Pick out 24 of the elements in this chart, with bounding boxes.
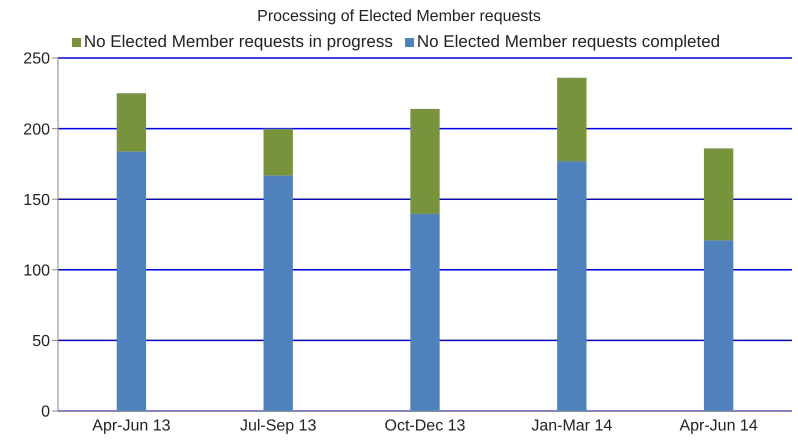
bar	[557, 78, 586, 162]
y-tick-label: 100	[23, 262, 50, 280]
x-tick-label: Jul-Sep 13	[240, 417, 317, 434]
x-tick-label: Jan-Mar 14	[531, 417, 612, 434]
x-tick-label: Apr-Jun 13	[92, 417, 171, 434]
y-tick-label: 150	[23, 192, 50, 209]
bar	[410, 108, 440, 214]
legend-label: No Elected Member requests in progress	[82, 32, 393, 52]
bar	[704, 240, 734, 411]
y-tick-label: 200	[23, 121, 50, 138]
bar	[264, 128, 293, 176]
y-tick-label: 0	[41, 404, 50, 421]
chart-title: Processing of Elected Member requests	[256, 7, 542, 27]
bar	[410, 213, 440, 411]
bar	[116, 93, 146, 152]
x-tick-label: Apr-Jun 14	[679, 417, 758, 434]
bar	[116, 151, 146, 411]
y-tick-label: 250	[23, 50, 50, 68]
bar	[264, 175, 293, 411]
bar	[704, 148, 734, 240]
legend-label: No Elected Member requests completed	[416, 32, 720, 52]
y-tick-label: 50	[32, 333, 50, 350]
bar	[557, 161, 586, 411]
x-tick-label: Oct-Dec 13	[384, 417, 466, 434]
